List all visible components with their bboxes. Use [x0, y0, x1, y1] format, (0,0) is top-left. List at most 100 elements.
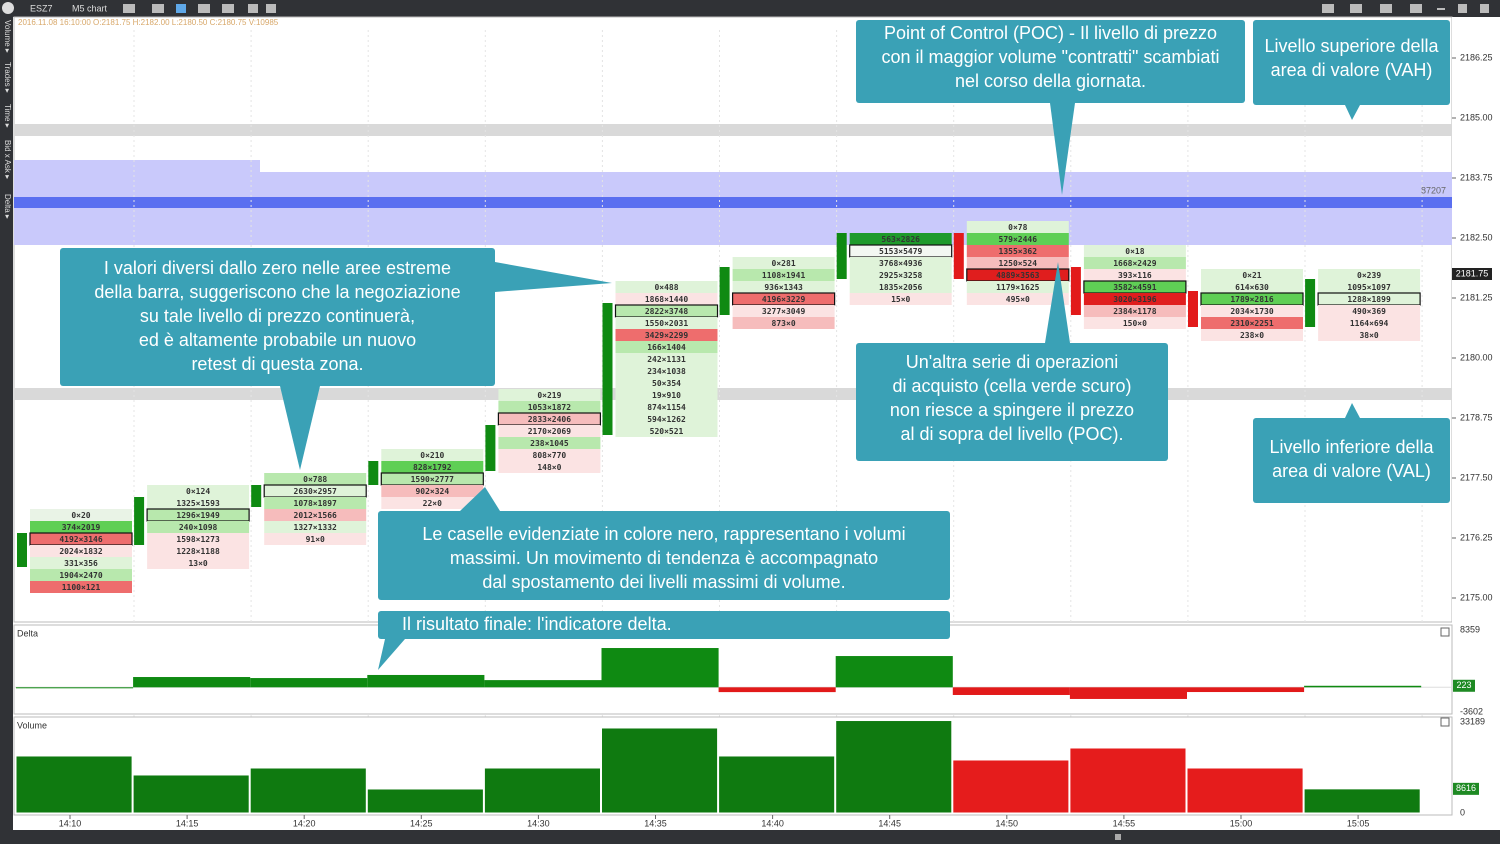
volume-bar: [366, 788, 484, 814]
cell-text: 1179×1625: [996, 283, 1040, 292]
symbol[interactable]: ESZ7: [30, 3, 53, 13]
cell-text: 234×1038: [647, 367, 686, 376]
app-icon[interactable]: [2, 2, 14, 14]
cell-text: 0×21: [1242, 271, 1261, 280]
footprint-cell: [30, 569, 132, 581]
icon[interactable]: [1350, 4, 1362, 13]
cell-text: 1108×1941: [762, 271, 806, 280]
side-tab[interactable]: Time ▸: [3, 104, 12, 128]
cell-text: 0×20: [71, 511, 90, 520]
side-tab[interactable]: Volume ▸: [3, 20, 12, 53]
cell-text: 2384×1178: [1113, 307, 1157, 316]
footprint-cell: [615, 281, 718, 293]
volume-bar: [249, 767, 367, 814]
footprint-cell: [1083, 257, 1186, 269]
delta-bar: [601, 648, 719, 688]
icon[interactable]: [176, 4, 186, 13]
grid: [133, 30, 1423, 815]
maximize[interactable]: [1458, 4, 1467, 13]
volume-bar: [601, 727, 719, 814]
icon[interactable]: [1410, 4, 1422, 13]
icon[interactable]: [152, 4, 164, 13]
callout-pointer: [1345, 105, 1360, 120]
volume-bar: [1069, 747, 1187, 814]
callout-text: retest di questa zona.: [191, 354, 363, 374]
footprint-cell: [498, 389, 601, 401]
price-label: 2185.00: [1460, 112, 1493, 122]
footprint-cell: [30, 509, 132, 521]
delta-bar: [952, 687, 1070, 695]
pane-close[interactable]: [1440, 627, 1450, 637]
footprint-cell: [615, 377, 718, 389]
time-label: 14:20: [293, 818, 316, 828]
footprint-cell: [1083, 317, 1186, 329]
delta-bar: [1069, 687, 1187, 699]
footprint-cell: [849, 281, 952, 293]
poc-line: [14, 197, 1452, 208]
side-tab[interactable]: Trades ▸: [3, 62, 12, 93]
icon[interactable]: [1380, 4, 1392, 13]
footprint-cell: [1318, 269, 1421, 281]
icon[interactable]: [266, 4, 276, 13]
icon[interactable]: [198, 4, 210, 13]
footprint: 0×20 374×2019 4192×3146 2024×1832 331×356 190…: [17, 221, 1421, 593]
cell-text: 2833×2406: [528, 415, 572, 424]
price-label: 2180.00: [1460, 352, 1493, 362]
volume-max: 33189: [1460, 716, 1485, 726]
callout-text: area di valore (VAH): [1271, 60, 1433, 80]
scrollbar[interactable]: [0, 830, 1500, 844]
delta-current-box: [1453, 679, 1475, 692]
footprint-cell: [1083, 305, 1186, 317]
callouts: Point of Control (POC) - Il livello di p…: [60, 20, 1450, 670]
footprint-cell: [966, 281, 1069, 293]
toolbar: [0, 0, 1500, 17]
cell-text: 0×78: [1008, 223, 1027, 232]
cell-text: 1164×694: [1350, 319, 1389, 328]
icon[interactable]: [248, 4, 258, 13]
callout-text: ed è altamente probabile un nuovo: [139, 330, 416, 350]
cell-text: 4192×3146: [59, 535, 103, 544]
time-label: 14:55: [1113, 818, 1136, 828]
footprint-cell: [1318, 329, 1421, 341]
cell-text: 38×0: [1359, 331, 1378, 340]
ohlc-info: 2016.11.08 16:10:00 O:2181.75 H:2182.00 …: [18, 18, 279, 27]
value-area-low-band: [14, 388, 1452, 400]
value-area-high-band: [14, 124, 1452, 136]
cell-text: 1550×2031: [645, 319, 689, 328]
icon[interactable]: [123, 4, 135, 13]
candle: [719, 267, 730, 315]
delta-bar: [250, 678, 368, 688]
side-tab[interactable]: Bid x Ask ▸: [3, 140, 12, 179]
footprint-cell: [1083, 269, 1186, 281]
chart-name[interactable]: M5 chart: [72, 3, 108, 13]
cell-text: 2310×2251: [1230, 319, 1274, 328]
footprint-cell: [615, 329, 718, 341]
volume-bar: [718, 755, 836, 814]
footprint-cell: [966, 293, 1069, 305]
side-tab[interactable]: Delta ▸: [3, 194, 12, 219]
icon[interactable]: [1322, 4, 1334, 13]
scroll-thumb[interactable]: [1115, 834, 1121, 840]
price-label: 2186.25: [1460, 52, 1493, 62]
delta-bar: [718, 687, 836, 693]
cell-text: 520×521: [650, 427, 684, 436]
cell-text: 3582×4591: [1113, 283, 1157, 292]
delta-max: 8359: [1460, 624, 1480, 634]
callout-text: massimi. Un movimento di tendenza è acco…: [450, 548, 878, 568]
volume-bars: 33189 0 8616: [15, 716, 1485, 817]
close[interactable]: [1480, 4, 1489, 13]
cell-text: 1296×1949: [176, 511, 220, 520]
footprint-cell: [30, 581, 132, 593]
volume-bar: [1186, 767, 1304, 814]
footprint-cell: [498, 401, 601, 413]
footprint-cell: [1083, 245, 1186, 257]
icon[interactable]: [222, 4, 234, 13]
pane-close[interactable]: [1440, 717, 1450, 727]
minimize[interactable]: [1437, 8, 1445, 10]
callout-box: [60, 248, 495, 386]
cell-text: 0×18: [1125, 247, 1144, 256]
cell-text: 579×2446: [999, 235, 1038, 244]
candle: [1305, 279, 1316, 327]
